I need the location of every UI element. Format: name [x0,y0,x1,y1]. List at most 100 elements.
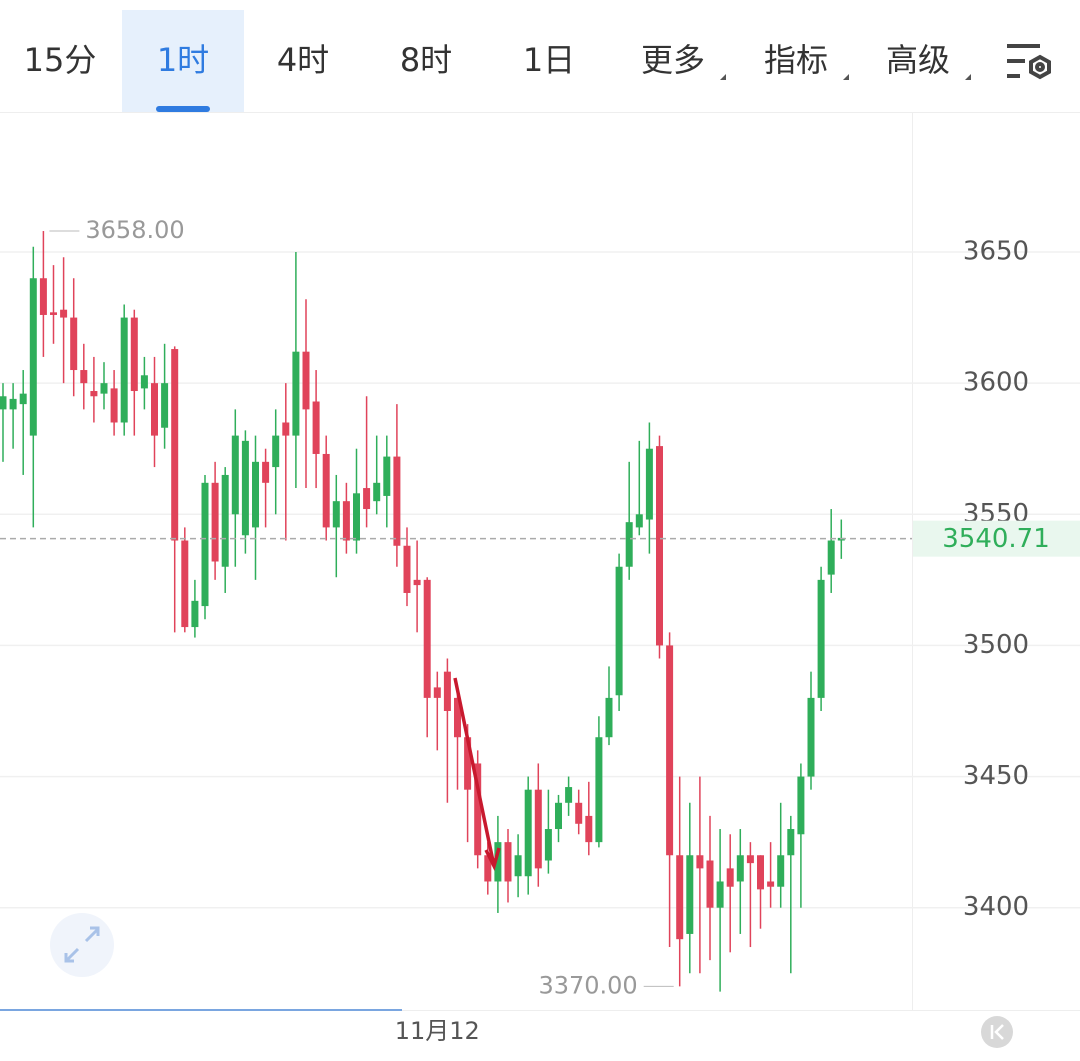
candle-body [332,501,340,528]
candle-body [555,802,562,830]
candle-body [161,383,169,428]
candle-body [90,391,98,397]
candle-body [211,482,219,562]
candle-body [292,351,300,436]
candle-body [262,461,270,483]
tab[interactable]: 8时 [400,41,452,79]
candles [0,231,845,992]
candle-body [413,579,421,586]
candle-body [363,488,371,510]
settings-icon[interactable] [1007,44,1051,80]
candle-body [151,383,158,436]
candle-body [534,789,542,869]
tab[interactable]: 4时 [277,41,329,79]
candle-body [686,855,694,934]
expand-button[interactable] [50,913,114,977]
candle-body [241,440,249,536]
dropdown-caret [720,74,726,80]
candle-body [817,579,825,698]
y-tick-label: 3500 [963,630,1029,660]
candle-body [807,697,815,777]
candle-body [716,881,724,908]
candle-body [514,855,522,877]
candle-body [645,448,653,520]
candle-body [464,737,472,790]
candle-body [676,855,684,940]
last-price-label: 3540.71 [942,524,1050,554]
high-marker-label: 3658.00 [85,216,184,244]
candle-body [312,401,320,454]
candle-body [302,351,310,410]
candle-body [0,396,7,410]
candle-body [696,855,704,869]
tab[interactable]: 1时 [157,41,209,79]
tab[interactable]: 更多 [641,41,705,79]
candle-body [272,435,280,468]
candle-body [524,789,532,877]
candle-body [575,802,583,824]
x-tick-label: 11月12 [395,1017,480,1045]
candle-body [615,566,623,696]
candle-body [29,278,37,436]
candle-body [171,349,179,541]
candle-body [9,398,17,410]
candle-body [443,671,451,711]
candle-body [342,501,350,541]
candle-body [494,842,502,882]
candle-body [50,312,57,315]
tab[interactable]: 指标 [764,41,828,79]
candle-body [282,422,290,436]
tab[interactable]: 15分 [24,41,97,79]
candle-body [140,375,148,389]
candle-body [565,787,573,803]
candle-body [706,860,714,908]
candle-body [231,435,239,515]
tab-bar: 15分 1时 4时 8时 1日 更多 指标 高级 [24,10,950,112]
scroll-to-end-button[interactable] [981,1016,1013,1048]
candle-body [181,540,189,628]
candle-body [635,514,643,528]
candle-body [595,737,603,843]
candle-body [827,540,835,575]
candle-body [433,687,441,698]
y-tick-label: 3450 [963,761,1029,791]
candle-body [80,370,88,384]
candle-body [787,829,795,856]
candle-body [130,317,138,392]
candle-body [454,697,461,738]
candle-body [383,456,391,496]
candle-body [110,388,118,423]
dropdown-caret [843,74,849,80]
candle-body [70,317,78,371]
candle-body [625,522,633,567]
tab-selected-underline [156,106,210,112]
low-marker-label: 3370.00 [538,971,637,999]
candle-body [757,855,764,890]
annotation-arrow [453,677,501,871]
candle-body [191,600,199,628]
y-tick-label: 3650 [963,237,1029,267]
tab-selected-bg [122,10,244,112]
candle-body [797,776,805,835]
candle-body [746,855,754,864]
candle-body [39,278,47,315]
candle-body [474,763,482,856]
tab[interactable]: 高级 [886,41,950,79]
candle-body [484,855,492,882]
candle-body [100,383,108,394]
candle-body [736,855,744,882]
candle-body [726,868,734,887]
candle-body [221,474,229,567]
candle-body [120,317,128,423]
y-tick-label: 3600 [963,368,1029,398]
candle-body [656,446,663,646]
tab[interactable]: 1日 [523,41,575,79]
candle-body [777,855,785,887]
candle-body [373,482,381,502]
candle-body [201,482,209,607]
candle-body [60,309,68,318]
candle-body [585,815,593,843]
last-price-bg [913,520,1080,557]
dropdown-caret [965,74,971,80]
